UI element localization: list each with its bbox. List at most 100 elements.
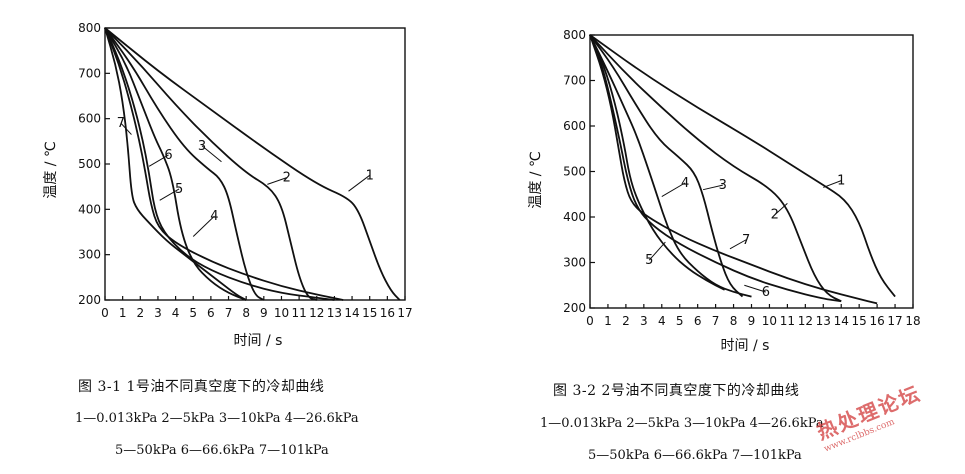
chart1-curve-label-7: 7 xyxy=(117,116,125,131)
chart2-curve-label-6-leader xyxy=(744,284,767,293)
chart1-x-axis-label: 时间 / s xyxy=(234,333,283,349)
chart2-xtick-label: 13 xyxy=(816,314,831,328)
chart2-plot-frame xyxy=(589,34,914,309)
chart2-xtick-label: 17 xyxy=(887,314,902,328)
chart1-curve-label-6: 6 xyxy=(164,148,172,163)
chart1-ytick-label: 600 xyxy=(78,112,101,126)
chart1-xtick-label: 7 xyxy=(225,306,233,320)
chart2-ytick-label: 600 xyxy=(563,119,586,133)
chart1-series-4-line xyxy=(104,27,247,301)
chart2-ytick-label: 300 xyxy=(563,256,586,270)
chart2-curve-label-7-leader xyxy=(729,239,747,250)
chart2-curve-label-3: 3 xyxy=(719,178,727,193)
chart2-xtick-label: 11 xyxy=(780,314,795,328)
chart2-xtick-label: 14 xyxy=(834,314,849,328)
chart2-curve-label-3-leader xyxy=(702,184,723,191)
chart1-y-axis-label: 温度 / ℃ xyxy=(43,141,59,198)
chart1-curve-label-7-leader xyxy=(120,122,132,135)
chart2-series-1-line xyxy=(589,34,896,298)
chart2-series-3-line xyxy=(589,34,744,298)
chart1-xtick-label: 2 xyxy=(136,306,144,320)
chart1-plot-frame xyxy=(104,27,406,301)
chart1-curve-label-5: 5 xyxy=(175,182,183,197)
chart2-xtick-label: 2 xyxy=(622,314,630,328)
chart2-xtick-label: 12 xyxy=(798,314,813,328)
legend-line-2-chart-3-1: 5—50kPa 6—66.6kPa 7—101kPa xyxy=(115,443,329,458)
chart2-xtick-label: 5 xyxy=(676,314,684,328)
chart1-xtick-label: 11 xyxy=(291,306,306,320)
chart2-xtick-label: 15 xyxy=(852,314,867,328)
chart1-curve-label-4: 4 xyxy=(210,209,218,224)
chart2-curve-label-7: 7 xyxy=(742,233,750,248)
chart1-series-1-line xyxy=(104,27,401,301)
chart2-ytick-label: 500 xyxy=(563,165,586,179)
chart1-xtick-label: 13 xyxy=(327,306,342,320)
chart1-xtick-label: 3 xyxy=(154,306,162,320)
chart1-xtick-label: 12 xyxy=(309,306,324,320)
chart2-xtick-label: 9 xyxy=(748,314,756,328)
chart1-series-6-line xyxy=(104,27,344,301)
chart2-curve-label-5-leader xyxy=(648,241,666,261)
chart1-curve-label-3-leader xyxy=(201,145,222,163)
chart2-curve-label-4: 4 xyxy=(681,176,689,191)
chart2-series-5-line xyxy=(589,34,726,291)
chart2-y-axis-label: 温度 / ℃ xyxy=(528,151,544,208)
chart1-xtick-label: 1 xyxy=(119,306,127,320)
chart2-xtick-label: 18 xyxy=(905,314,920,328)
legend-line-1-chart-3-2: 1—0.013kPa 2—5kPa 3—10kPa 4—26.6kPa xyxy=(540,416,824,431)
chart1-ytick-label: 300 xyxy=(78,248,101,262)
chart1-curve-label-5-leader xyxy=(159,188,180,201)
chart1-curve-label-6-leader xyxy=(148,154,169,167)
chart1-xtick-label: 10 xyxy=(274,306,289,320)
chart2-xtick-label: 8 xyxy=(730,314,738,328)
chart1-curve-label-2: 2 xyxy=(283,171,291,186)
chart1-xtick-label: 6 xyxy=(207,306,215,320)
chart2-ytick-label: 400 xyxy=(563,210,586,224)
chart2-curve-label-4-leader xyxy=(661,182,686,197)
chart1-xtick-label: 8 xyxy=(242,306,250,320)
chart2-xtick-label: 1 xyxy=(604,314,612,328)
chart1-ytick-label: 400 xyxy=(78,202,101,216)
chart1-curve-label-4-leader xyxy=(192,215,215,237)
chart2-xtick-label: 4 xyxy=(658,314,666,328)
chart1-series-2-line xyxy=(104,27,318,301)
figure-caption-3-1: 图 3-1 1号油不同真空度下的冷却曲线 xyxy=(78,379,325,395)
chart1-series-7-line xyxy=(104,27,247,301)
chart2-x-axis-label: 时间 / s xyxy=(721,338,770,354)
chart1-xtick-label: 4 xyxy=(172,306,180,320)
chart1-curve-label-2-leader xyxy=(267,177,287,185)
chart1-xtick-label: 15 xyxy=(362,306,377,320)
chart2-curve-label-1: 1 xyxy=(837,174,845,189)
chart1-ytick-label: 200 xyxy=(78,293,101,307)
chart2-xtick-label: 3 xyxy=(640,314,648,328)
chart2-ytick-label: 200 xyxy=(563,301,586,315)
chart2-ytick-label: 700 xyxy=(563,74,586,88)
chart1-xtick-label: 17 xyxy=(397,306,412,320)
chart1-curve-label-1: 1 xyxy=(366,168,374,183)
chart1-curve-label-3: 3 xyxy=(198,139,206,154)
chart1-curve-label-1-leader xyxy=(348,174,371,192)
chart1-ytick-label: 700 xyxy=(78,66,101,80)
chart2-series-2-line xyxy=(589,34,842,303)
chart2-curve-label-6: 6 xyxy=(762,285,770,300)
legend-line-2-chart-3-2: 5—50kPa 6—66.6kPa 7—101kPa xyxy=(588,448,802,463)
chart2-curve-label-5: 5 xyxy=(645,253,653,268)
chart2-xtick-label: 6 xyxy=(694,314,702,328)
chart1-xtick-label: 16 xyxy=(380,306,395,320)
chart2-curve-label-2: 2 xyxy=(771,208,779,223)
chart2-series-4-line xyxy=(589,34,752,298)
chart1-xtick-label: 9 xyxy=(260,306,268,320)
chart1-ytick-label: 800 xyxy=(78,21,101,35)
chart1-xtick-label: 14 xyxy=(344,306,359,320)
chart2-series-6-line xyxy=(589,34,842,303)
chart1-xtick-label: 5 xyxy=(189,306,197,320)
chart1-series-5-line xyxy=(104,27,335,301)
chart1-xtick-label: 0 xyxy=(101,306,109,320)
chart2-xtick-label: 16 xyxy=(869,314,884,328)
chart2-xtick-label: 0 xyxy=(586,314,594,328)
chart2-curve-label-2-leader xyxy=(774,202,788,216)
chart2-xtick-label: 10 xyxy=(762,314,777,328)
figure-caption-3-2: 图 3-2 2号油不同真空度下的冷却曲线 xyxy=(553,383,800,399)
legend-line-1-chart-3-1: 1—0.013kPa 2—5kPa 3—10kPa 4—26.6kPa xyxy=(75,411,359,426)
